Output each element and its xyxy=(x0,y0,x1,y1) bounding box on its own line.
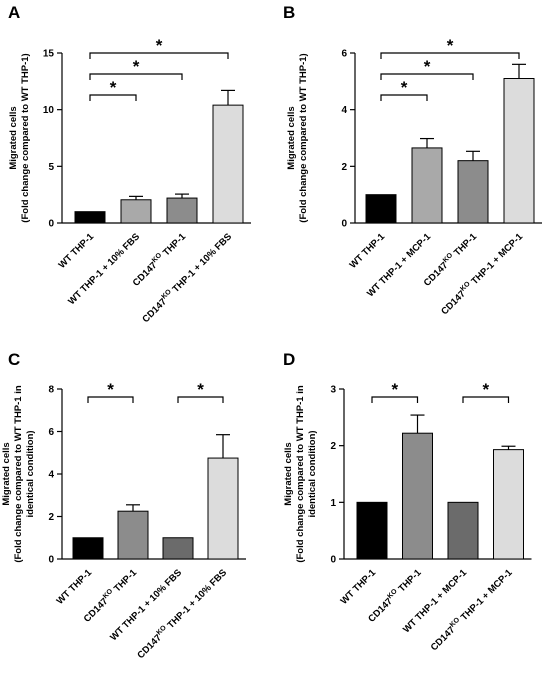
x-tick-label: CD147KO THP-1 + MCP-1 xyxy=(428,566,515,653)
x-tick-label: WT THP-1 xyxy=(55,567,95,607)
x-tick-label: WT THP-1 xyxy=(57,231,97,271)
y-tick-label: 4 xyxy=(341,105,347,116)
y-tick-label: 2 xyxy=(330,441,336,452)
y-axis-label: (Fold change compared to WT THP-1 in xyxy=(295,385,306,563)
significance-star: * xyxy=(482,380,489,399)
x-tick-label: CD147KO THP-1 + 10% FBS xyxy=(135,567,230,662)
y-tick-label: 1 xyxy=(330,498,336,509)
y-tick-label: 3 xyxy=(330,385,336,396)
significance-star: * xyxy=(156,36,163,55)
y-tick-label: 0 xyxy=(341,219,347,230)
y-tick-label: 6 xyxy=(48,427,54,438)
significance-bracket xyxy=(380,94,428,101)
bar xyxy=(503,78,535,224)
y-tick-label: 2 xyxy=(341,162,347,173)
y-axis-label: identical condition) xyxy=(25,430,36,517)
bar xyxy=(447,501,479,560)
significance-bracket xyxy=(380,73,474,80)
significance-bracket xyxy=(177,396,224,403)
significance-star: * xyxy=(391,380,398,399)
bar xyxy=(356,501,388,560)
x-tick-label-part: THP-1 xyxy=(110,567,140,597)
y-axis-label: identical condition) xyxy=(307,430,318,517)
bar xyxy=(72,537,104,560)
y-tick-label: 0 xyxy=(330,555,336,566)
significance-bracket xyxy=(87,396,134,403)
bar xyxy=(365,194,397,224)
x-tick-label: CD147KO THP-1 + MCP-1 xyxy=(438,230,525,317)
significance-star: * xyxy=(447,36,454,55)
y-axis-label: Migrated cells xyxy=(8,106,19,169)
bar xyxy=(162,537,194,560)
y-tick-label: 0 xyxy=(48,555,54,566)
bar xyxy=(74,211,106,224)
bar xyxy=(493,449,524,560)
y-tick-label: 8 xyxy=(48,385,54,396)
bar xyxy=(402,432,433,560)
bar xyxy=(207,457,239,560)
x-tick-label-part: THP-1 xyxy=(159,231,189,261)
significance-bracket xyxy=(89,73,183,80)
panel-c: C Migrated cells (Fold change compared to … xyxy=(1,350,246,661)
significance-bracket xyxy=(89,52,229,59)
y-axis-label: Migrated cells xyxy=(283,442,294,505)
significance-star: * xyxy=(133,57,140,76)
bar xyxy=(120,199,152,224)
panel-letter: C xyxy=(8,350,20,369)
x-tick-label: WT THP-1 xyxy=(348,231,388,271)
y-axis-label: Migrated cells xyxy=(1,442,12,505)
panel-b: B Migrated cells (Fold change compared to … xyxy=(283,3,542,317)
x-tick-label-part: THP-1 xyxy=(450,231,480,261)
y-axis-label: (Fold change compared to WT THP-1 in xyxy=(13,385,24,563)
y-tick-label: 0 xyxy=(48,219,54,230)
panel-d: D Migrated cells (Fold change compared to … xyxy=(283,350,532,653)
panel-letter: D xyxy=(283,350,295,369)
y-axis-label: Migrated cells xyxy=(286,106,297,169)
x-tick-label: WT THP-1 xyxy=(339,567,379,607)
significance-star: * xyxy=(107,380,114,399)
bar xyxy=(117,510,149,560)
bar xyxy=(457,160,489,224)
y-tick-label: 4 xyxy=(48,470,54,481)
y-tick-label: 10 xyxy=(43,105,55,116)
bar xyxy=(212,104,244,224)
significance-bracket xyxy=(371,396,419,403)
bar xyxy=(166,197,198,224)
significance-bracket xyxy=(380,52,520,59)
significance-star: * xyxy=(110,78,117,97)
significance-star: * xyxy=(401,78,408,97)
y-tick-label: 2 xyxy=(48,512,54,523)
y-tick-label: 5 xyxy=(48,162,54,173)
y-tick-label: 6 xyxy=(341,49,347,60)
x-tick-label: CD147KO THP-1 + 10% FBS xyxy=(140,231,235,326)
significance-bracket xyxy=(462,396,510,403)
panel-letter: B xyxy=(283,3,295,22)
y-tick-label: 15 xyxy=(43,49,55,60)
panel-letter: A xyxy=(8,3,20,22)
significance-star: * xyxy=(197,380,204,399)
significance-bracket xyxy=(89,94,137,101)
panel-a: A Migrated cells (Fold change compared to … xyxy=(8,3,251,325)
y-axis-label: (Fold change compared to WT THP-1) xyxy=(20,53,31,222)
bar xyxy=(411,147,443,224)
significance-star: * xyxy=(424,57,431,76)
y-axis-label: (Fold change compared to WT THP-1) xyxy=(298,53,309,222)
x-tick-label-part: THP-1 xyxy=(395,567,425,597)
